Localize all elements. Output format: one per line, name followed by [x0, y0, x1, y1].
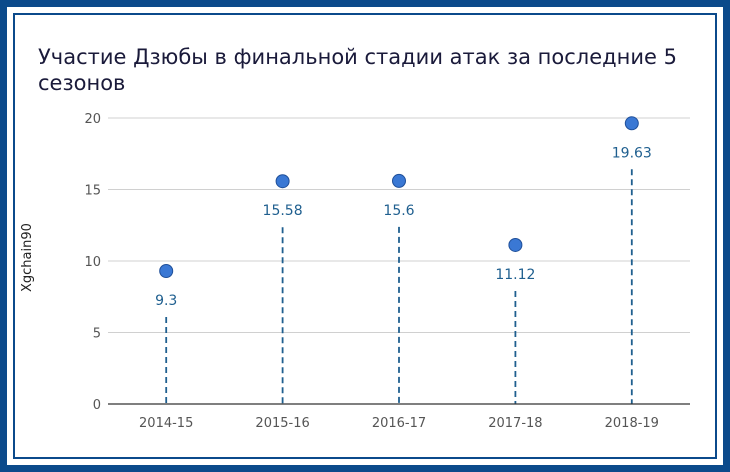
chart-inner-border	[13, 13, 717, 459]
x-tick-label: 2015-16	[255, 416, 309, 431]
x-tick-label: 2014-15	[139, 416, 193, 431]
data-label: 15.6	[383, 203, 414, 219]
x-ticks: 2014-15 2015-16 2016-17 2017-18 2018-19	[139, 416, 659, 431]
y-ticks: 0 5 10 15 20	[84, 112, 101, 413]
data-labels: 9.3 15.58 15.6 11.12 19.63	[155, 145, 652, 309]
data-point	[159, 264, 174, 279]
data-label: 9.3	[155, 293, 177, 309]
data-point	[624, 116, 639, 131]
data-label: 15.58	[263, 203, 303, 219]
x-tick-label: 2017-18	[488, 416, 542, 431]
data-label: 19.63	[612, 145, 652, 161]
stems	[165, 169, 633, 404]
chart-title: Участие Дзюбы в финальной стадии атак за…	[38, 45, 678, 95]
y-tick-label: 10	[84, 255, 101, 270]
data-point	[275, 174, 290, 189]
data-point	[392, 173, 406, 188]
x-tick-label: 2016-17	[372, 416, 426, 431]
x-tick-label: 2018-19	[605, 416, 659, 431]
data-label: 11.12	[495, 267, 535, 283]
y-tick-label: 5	[93, 327, 101, 342]
data-point	[508, 237, 523, 252]
y-tick-label: 15	[84, 184, 101, 199]
points	[159, 116, 639, 279]
y-tick-label: 20	[84, 112, 101, 127]
y-tick-label: 0	[93, 398, 101, 413]
